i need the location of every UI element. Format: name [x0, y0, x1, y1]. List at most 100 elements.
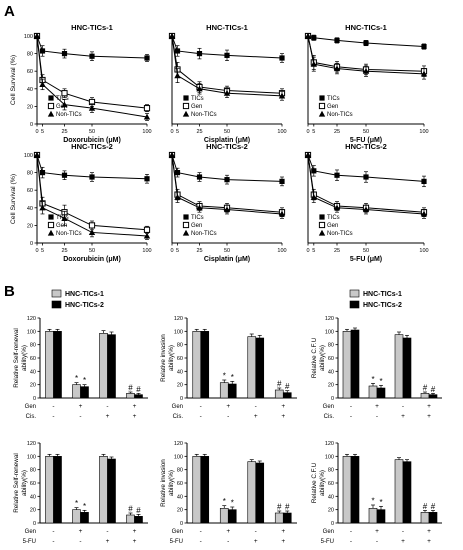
chart-title: HNC-TICs-1 [206, 23, 248, 32]
condition-sign: + [281, 538, 285, 545]
x-tick-label: 25 [61, 248, 67, 254]
legend-swatch [349, 300, 360, 309]
condition-sign: - [106, 528, 108, 535]
significance-mark: * [83, 376, 86, 385]
bar [219, 508, 229, 524]
data-point [39, 48, 46, 54]
data-point [143, 105, 151, 112]
y-tick-label: 0 [331, 396, 334, 402]
y-axis-label: Relative Self-renewal [13, 453, 20, 513]
condition-label: Gen [172, 404, 183, 410]
y-axis-label: Cell Survival (%) [10, 174, 17, 224]
significance-mark: # [277, 380, 282, 389]
condition-sign: + [281, 528, 285, 535]
y-tick-label: 120 [27, 441, 36, 447]
legend-label: TICs [327, 96, 340, 102]
bar [282, 512, 292, 524]
data-point [39, 204, 46, 211]
significance-mark: # [136, 385, 141, 394]
x-tick-label: 100 [419, 129, 428, 135]
y-tick-label: 40 [177, 494, 183, 500]
data-point [39, 81, 46, 87]
condition-label: Gen [323, 404, 334, 410]
x-tick-label: 0 [306, 248, 309, 254]
data-point [333, 65, 341, 72]
bar [247, 461, 257, 524]
legend-marker [318, 229, 326, 236]
condition-sign: + [254, 538, 258, 545]
condition-sign: + [133, 538, 137, 545]
legend-marker [47, 102, 55, 110]
panel-label-b: B [4, 283, 15, 300]
condition-sign: - [376, 413, 378, 420]
bar [219, 382, 229, 399]
y-tick-label: 20 [27, 223, 33, 229]
y-tick-label: 120 [325, 316, 334, 322]
condition-sign: + [401, 413, 405, 420]
condition-sign: - [255, 528, 257, 535]
condition-sign: - [350, 528, 352, 535]
line-chart-A5: HNC-TICs-2 0 5 25 50 100 Cisplatin (μM) TICs Gen… [168, 142, 287, 263]
bar [72, 509, 81, 524]
y-tick-label: 100 [174, 454, 183, 460]
condition-label: 5-FU [170, 539, 183, 545]
data-point [33, 151, 41, 158]
legend-marker [319, 95, 325, 101]
x-tick-label: 100 [142, 248, 151, 254]
bar [134, 516, 143, 524]
condition-sign: + [106, 413, 110, 420]
x-tick-label: 25 [196, 129, 202, 135]
condition-sign: + [427, 403, 431, 410]
condition-sign: + [375, 528, 379, 535]
x-tick-label: 100 [277, 248, 286, 254]
condition-label: Gen [25, 404, 36, 410]
data-point [278, 92, 286, 99]
y-tick-label: 40 [30, 494, 36, 500]
legend-label: Non-TICs [191, 231, 217, 237]
x-axis-label: Doxorubicin (μM) [63, 256, 121, 263]
y-tick-label: 0 [180, 521, 183, 527]
data-point [61, 90, 68, 97]
condition-sign: - [106, 403, 108, 410]
y-tick-label: 20 [328, 383, 334, 389]
x-axis-label: 5-FU (μM) [350, 256, 382, 263]
legend-label: HNC-TICs-2 [363, 302, 402, 309]
y-axis-label: ability(%) [168, 470, 175, 496]
y-tick-label: 120 [27, 316, 36, 322]
data-point [61, 51, 68, 57]
legend-label: Non-TICs [327, 112, 353, 118]
x-tick-label: 5 [41, 248, 44, 254]
data-point [88, 104, 96, 111]
legend-marker [183, 214, 189, 220]
y-tick-label: 20 [30, 383, 36, 389]
bar [368, 508, 378, 524]
legend-swatch [51, 300, 62, 309]
y-tick-label: 80 [27, 52, 33, 58]
bar [274, 389, 284, 399]
bar [227, 509, 237, 524]
data-point [421, 178, 427, 184]
y-axis-label: ability(%) [319, 345, 326, 371]
significance-mark: * [83, 502, 86, 511]
bar [200, 456, 210, 524]
bar-chart-B1: 0 20 40 60 80 100 120 Relative Self-renewal abil… [13, 289, 148, 420]
condition-sign: + [427, 413, 431, 420]
data-point [61, 172, 68, 178]
legend-label: HNC-TICs-2 [65, 302, 104, 309]
y-tick-label: 60 [328, 481, 334, 487]
chart-title: HNC-TICs-2 [71, 142, 113, 151]
x-tick-label: 50 [363, 248, 369, 254]
bar-chart-B4: 0 20 40 60 80 100 120 Relative Self-renewal abil… [13, 441, 148, 545]
x-tick-label: 0 [306, 129, 309, 135]
data-point [310, 194, 317, 200]
bar [402, 337, 412, 399]
legend-marker [182, 102, 190, 110]
bar [107, 334, 116, 399]
data-point [143, 113, 151, 120]
x-tick-label: 50 [224, 129, 230, 135]
condition-sign: + [427, 538, 431, 545]
data-point [362, 68, 370, 74]
bar [342, 331, 352, 399]
data-point [174, 194, 181, 200]
